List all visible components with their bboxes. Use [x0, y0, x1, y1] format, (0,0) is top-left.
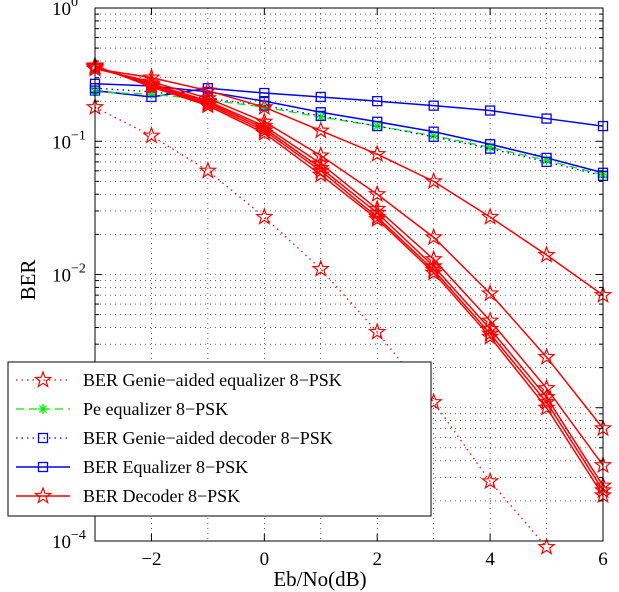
data-point	[311, 120, 331, 139]
data-point	[198, 161, 218, 179]
data-point	[537, 347, 556, 365]
data-point	[424, 227, 443, 246]
data-point	[541, 113, 552, 124]
data-point	[372, 95, 383, 107]
data-point	[541, 155, 552, 166]
y-axis-label: BER	[16, 260, 40, 301]
data-point	[198, 94, 218, 112]
legend-label: Pe equalizer 8−PSK	[83, 399, 228, 419]
legend-marker	[33, 486, 53, 504]
legend-label: BER Genie−aided equalizer 8−PSK	[83, 370, 342, 390]
data-point	[142, 76, 161, 94]
y-tick-label: 100	[52, 0, 78, 20]
data-point	[480, 327, 500, 345]
x-tick-label: 6	[598, 549, 608, 570]
x-tick-label: 0	[260, 549, 270, 570]
legend-label: BER Equalizer 8−PSK	[83, 457, 248, 477]
legend-entry: BER Equalizer 8−PSK	[16, 457, 248, 477]
data-point	[142, 77, 161, 95]
x-tick-label: 2	[372, 549, 382, 570]
data-point	[146, 89, 157, 100]
data-point	[428, 131, 439, 142]
data-point	[480, 283, 500, 302]
data-point	[537, 397, 556, 416]
series	[85, 58, 613, 437]
legend-label: BER Decoder 8−PSK	[83, 486, 240, 506]
data-point	[484, 143, 496, 154]
series	[90, 86, 608, 180]
legend-marker	[38, 404, 48, 414]
series-line	[94, 87, 604, 177]
x-axis-label: Eb/No(dB)	[273, 567, 366, 591]
series	[89, 83, 609, 181]
data-point	[255, 123, 274, 142]
series	[85, 97, 556, 555]
data-point	[485, 142, 496, 153]
data-point	[315, 110, 326, 122]
data-point	[537, 378, 556, 397]
legend-label: BER Genie−aided decoder 8−PSK	[83, 428, 333, 448]
data-point	[484, 105, 496, 116]
series-line	[94, 64, 604, 496]
series	[85, 58, 613, 304]
data-point	[537, 245, 556, 263]
series	[85, 55, 613, 504]
data-point	[255, 116, 274, 134]
data-point	[372, 121, 383, 132]
series-line	[94, 91, 604, 176]
y-tick-label: 10−2	[52, 262, 86, 287]
legend-marker	[33, 370, 53, 388]
data-point	[480, 207, 500, 225]
data-point	[315, 91, 326, 103]
data-point	[198, 95, 218, 114]
data-point	[424, 171, 443, 190]
data-point	[142, 125, 161, 144]
data-point	[367, 209, 387, 228]
data-point	[372, 120, 383, 132]
data-point	[311, 165, 331, 183]
legend-entry: BER Decoder 8−PSK	[16, 486, 240, 506]
series-line	[94, 66, 604, 466]
legend-marker	[37, 461, 49, 473]
series-line	[94, 68, 604, 429]
data-point	[315, 112, 326, 123]
legend-marker	[37, 432, 49, 444]
data-point	[142, 75, 161, 93]
data-point	[541, 156, 552, 168]
data-point	[311, 259, 331, 277]
data-point	[537, 537, 556, 555]
data-point	[255, 207, 274, 225]
series-line	[94, 68, 604, 296]
legend-entry: Pe equalizer 8−PSK	[16, 399, 228, 419]
data-point	[367, 322, 387, 340]
legend-entry: BER Genie−aided decoder 8−PSK	[16, 428, 333, 448]
series-line	[94, 65, 604, 491]
data-point	[255, 97, 274, 116]
data-point	[428, 100, 439, 111]
legend: BER Genie−aided equalizer 8−PSK Pe equali…	[7, 361, 432, 517]
data-point	[367, 144, 387, 163]
x-tick-label: 4	[485, 549, 495, 570]
series-line	[94, 83, 604, 174]
series-line	[94, 66, 604, 487]
y-tick-label: 10−1	[52, 128, 86, 153]
data-point	[428, 130, 439, 141]
data-point	[480, 471, 500, 490]
legend-entry: BER Genie−aided equalizer 8−PSK	[16, 370, 342, 390]
data-point	[255, 118, 274, 137]
x-tick-label: −2	[141, 549, 161, 570]
data-point	[367, 184, 387, 203]
data-point	[424, 263, 443, 281]
data-point	[202, 94, 213, 105]
y-tick-label: 10−4	[52, 528, 86, 553]
legend-box	[7, 361, 432, 517]
